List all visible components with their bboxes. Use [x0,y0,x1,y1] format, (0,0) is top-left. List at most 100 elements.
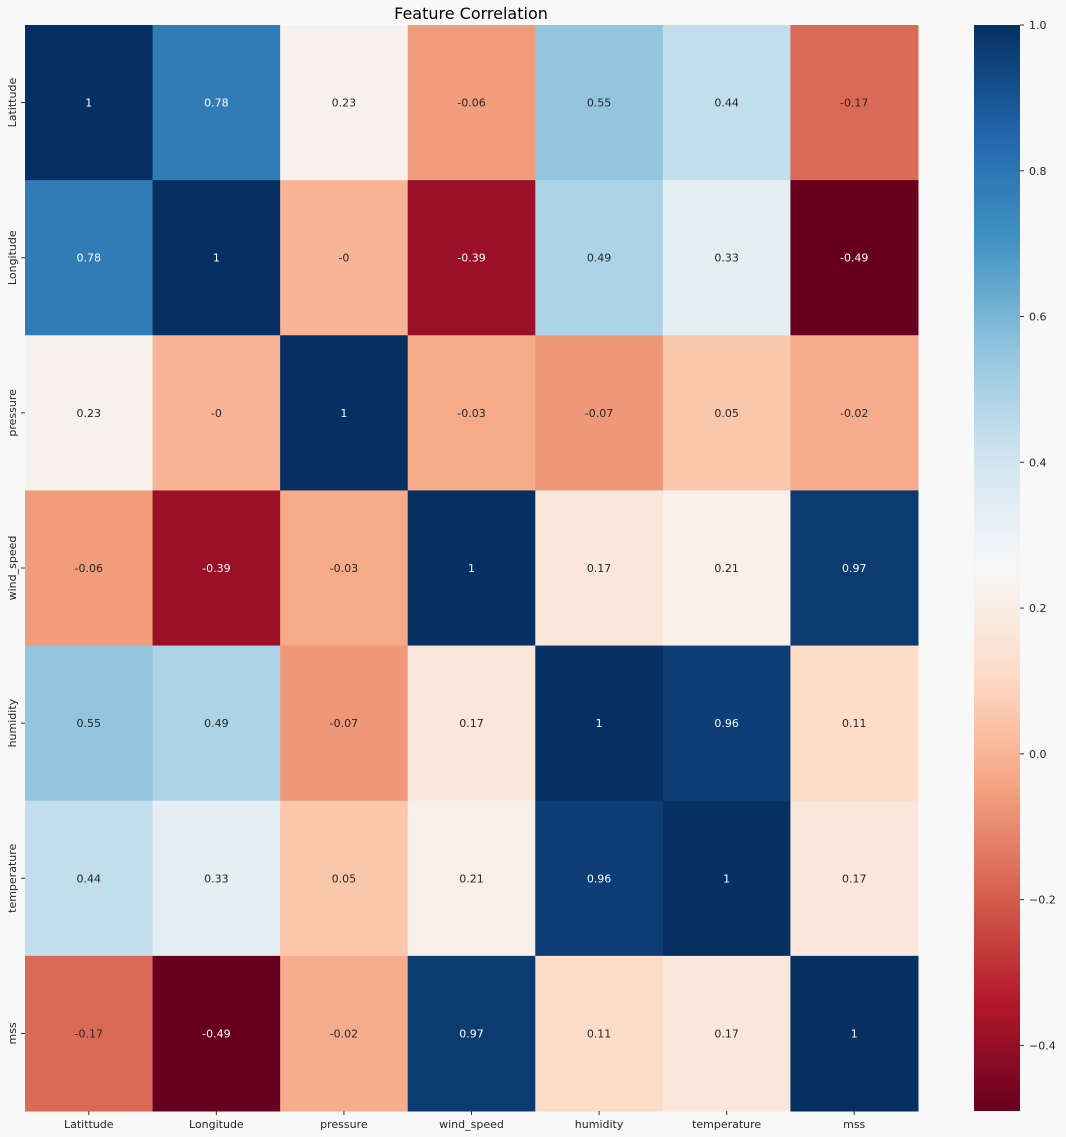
heatmap-cells: 1 0.78 0.23 -0.06 0.55 0.44 -0.17 0.78 1 -0 -0.39 0… [25,25,919,1112]
colorbar: 1.0 0.8 0.6 0.4 0.2 0.0 −0.2 −0.4 [974,19,1056,1111]
colorbar-tick-label: −0.4 [1029,1039,1056,1052]
x-tick-label-humidity: humidity [575,1118,624,1131]
y-axis-ticks: Latittude Longitude pressure wind_speedhumi… [6,78,25,1045]
x-tick-label-mss: mss [843,1118,865,1131]
x-axis-ticks: Latittude Longitude pressure wind_speed humi… [64,1111,866,1131]
cell-value-label: 0.23 [77,407,102,420]
y-tick-label-latittude: Latittude [6,78,19,128]
cell-value-label: 0.96 [714,717,739,730]
heatmap-cell-humidity-pressure [280,645,409,802]
heatmap-cell-latittude-mss [790,25,919,181]
colorbar-tick-label: 0.0 [1029,748,1047,761]
heatmap-cell-latittude-temperature [662,25,791,181]
cell-value-label: 0.49 [204,717,229,730]
cell-value-label: -0.03 [457,407,485,420]
heatmap-cell-temperature-wind-speed [407,800,536,957]
cell-value-label: 1 [85,97,92,110]
colorbar-tick-label: 0.8 [1029,165,1047,178]
cell-value-label: -0 [211,407,222,420]
y-tick-label-mss: mss [6,1022,19,1044]
cell-value-label: 0.17 [842,872,867,885]
heatmap-cell-wind-speed-temperature [662,490,791,647]
heatmap-cell-temperature-humidity [535,800,664,957]
cell-value-label: 1 [851,1027,858,1040]
heatmap-cell-pressure-pressure [280,335,409,491]
heatmap-cell-longitude-wind-speed [407,180,536,336]
heatmap-cell-latittude-longitude [152,25,281,181]
cell-value-label: -0.39 [202,562,230,575]
cell-value-label: 0.55 [77,717,102,730]
cell-value-label: 0.55 [587,97,612,110]
x-tick-label-pressure: pressure [320,1118,368,1131]
heatmap-cell-wind-speed-humidity [535,490,664,647]
heatmap-cell-longitude-longitude [152,180,281,336]
heatmap-cell-temperature-latittude [25,800,154,957]
cell-value-label: 0.97 [459,1027,484,1040]
cell-value-label: 0.21 [714,562,739,575]
colorbar-gradient [974,25,1020,1111]
cell-value-label: 0.78 [77,252,102,265]
cell-value-label: 0.96 [587,872,612,885]
heatmap-cell-pressure-latittude [25,335,154,491]
cell-value-label: -0.06 [457,97,485,110]
cell-value-label: -0.02 [840,407,868,420]
heatmap-cell-wind-speed-pressure [280,490,409,647]
x-tick-label-longitude: Longitude [189,1118,244,1131]
cell-value-label: 0.44 [77,872,102,885]
cell-value-label: -0.49 [840,252,868,265]
y-tick-label-temperature: temperature [6,843,19,912]
heatmap-cell-mss-pressure [280,955,409,1112]
cell-value-label: 0.17 [714,1027,739,1040]
heatmap-cell-humidity-longitude [152,645,281,802]
heatmap-cell-latittude-latittude [25,25,154,181]
heatmap-cell-longitude-temperature [662,180,791,336]
heatmap-cell-pressure-temperature [662,335,791,491]
cell-value-label: 0.78 [204,97,229,110]
heatmap-cell-pressure-humidity [535,335,664,491]
cell-value-label: 0.33 [714,252,739,265]
heatmap-cell-temperature-pressure [280,800,409,957]
cell-value-label: -0.39 [457,252,485,265]
heatmap-cell-humidity-wind-speed [407,645,536,802]
heatmap-cell-latittude-humidity [535,25,664,181]
heatmap-cell-pressure-longitude [152,335,281,491]
heatmap-cell-humidity-humidity [535,645,664,802]
heatmap-cell-humidity-temperature [662,645,791,802]
x-tick-label-wind-speed: wind_speed [439,1118,504,1131]
cell-value-label: 1 [468,562,475,575]
cell-value-label: -0.07 [330,717,358,730]
heatmap-cell-longitude-humidity [535,180,664,336]
heatmap-cell-pressure-mss [790,335,919,491]
heatmap-cell-pressure-wind-speed [407,335,536,491]
heatmap-cell-latittude-pressure [280,25,409,181]
y-tick-label-humidity: humidity [6,698,19,747]
heatmap-cell-temperature-longitude [152,800,281,957]
cell-value-label: 0.17 [459,717,484,730]
cell-value-label: 0.11 [587,1027,612,1040]
y-tick-label-longitude: Longitude [6,230,19,285]
cell-value-label: 1 [213,252,220,265]
cell-value-label: 0.21 [459,872,484,885]
x-tick-label-temperature: temperature [692,1118,761,1131]
heatmap-cell-longitude-mss [790,180,919,336]
heatmap-cell-wind-speed-latittude [25,490,154,647]
cell-value-label: 0.44 [714,97,739,110]
colorbar-tick-label: −0.2 [1029,894,1056,907]
y-tick-label-wind-speed: wind_speed [6,536,19,601]
cell-value-label: -0.06 [75,562,103,575]
cell-value-label: 0.49 [587,252,612,265]
cell-value-label: 0.05 [714,407,739,420]
cell-value-label: 0.23 [332,97,357,110]
colorbar-tick-label: 0.2 [1029,602,1047,615]
cell-value-label: 0.05 [332,872,357,885]
cell-value-label: 0.17 [587,562,612,575]
cell-value-label: 0.33 [204,872,229,885]
cell-value-label: -0.49 [202,1027,230,1040]
cell-value-label: 0.11 [842,717,867,730]
x-tick-label-latittude: Latittude [64,1118,114,1131]
cell-value-label: -0.03 [330,562,358,575]
heatmap-cell-latittude-wind-speed [407,25,536,181]
heatmap-cell-mss-latittude [25,955,154,1112]
chart-title: Feature Correlation [394,4,548,23]
